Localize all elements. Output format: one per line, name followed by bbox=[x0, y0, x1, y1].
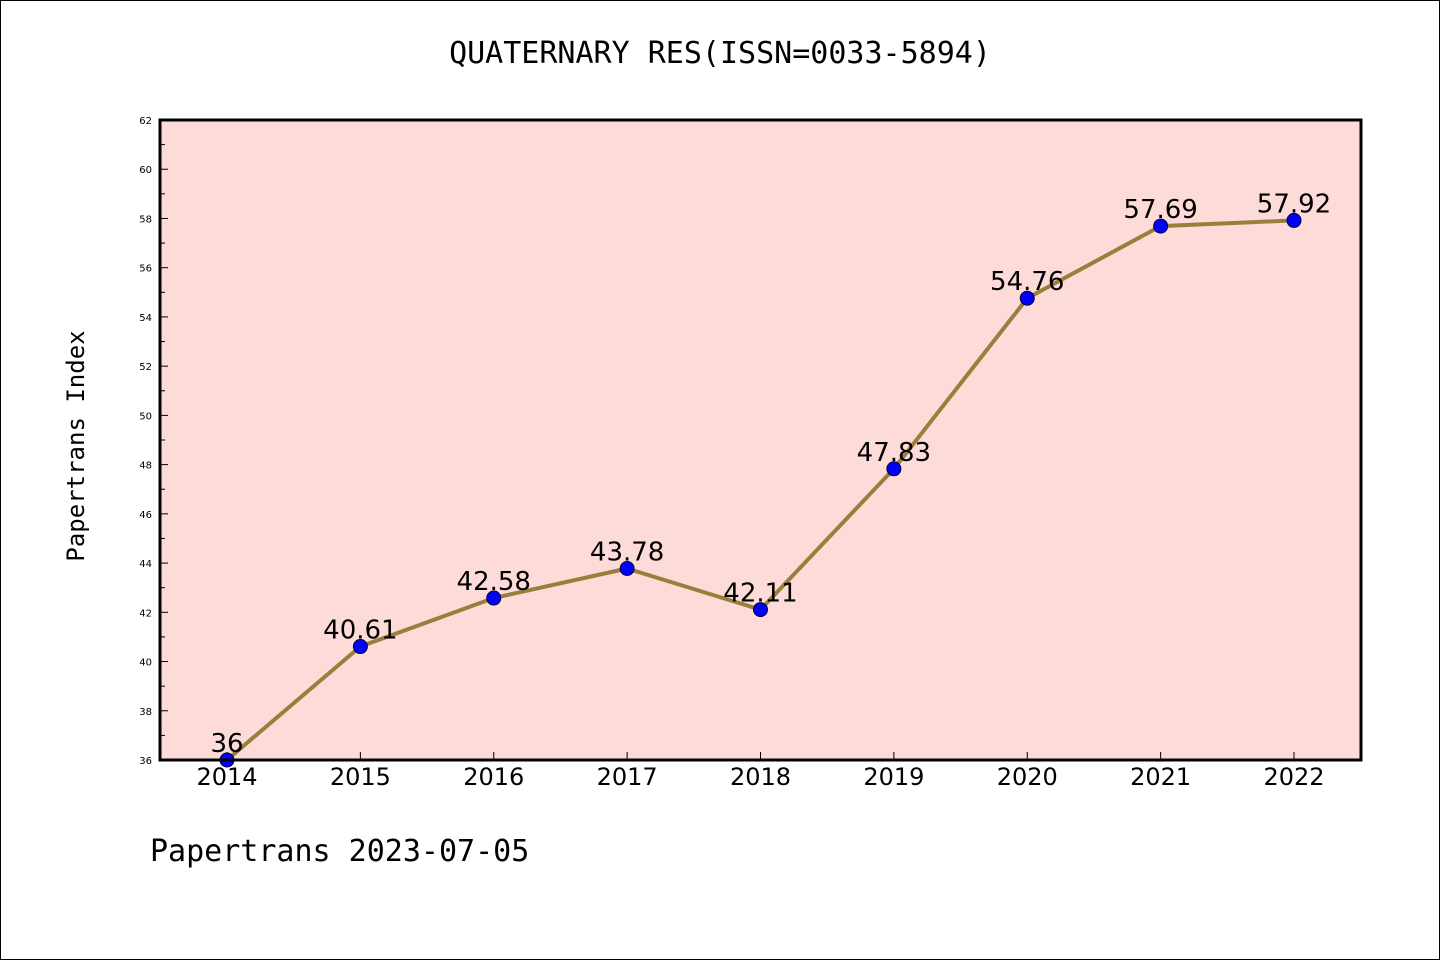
data-label: 42.58 bbox=[457, 567, 531, 597]
x-tick-label: 2017 bbox=[597, 763, 658, 791]
y-tick-label: 58 bbox=[139, 214, 152, 225]
x-tick-label: 2020 bbox=[997, 763, 1058, 791]
data-label: 36 bbox=[210, 729, 243, 759]
y-tick-label: 48 bbox=[139, 461, 152, 472]
data-point bbox=[1153, 218, 1169, 234]
footer-text: Papertrans 2023-07-05 bbox=[150, 834, 530, 869]
y-tick-label: 62 bbox=[139, 116, 152, 127]
data-markers bbox=[219, 212, 1302, 768]
data-label: 47.83 bbox=[857, 438, 931, 468]
x-tick-label: 2022 bbox=[1263, 763, 1324, 791]
data-label: 54.76 bbox=[990, 267, 1064, 297]
x-tick-label: 2019 bbox=[863, 763, 924, 791]
y-tick-label: 42 bbox=[139, 608, 152, 619]
data-point bbox=[1019, 290, 1035, 306]
x-axis-ticks: 2014 2015 2016 2017 2018 2019 2020 2021 2022 bbox=[196, 752, 1325, 791]
y-tick-label: 54 bbox=[139, 313, 152, 324]
y-tick-label: 52 bbox=[139, 362, 152, 373]
data-label: 42.11 bbox=[723, 579, 797, 609]
data-label: 57.69 bbox=[1123, 195, 1197, 225]
data-point bbox=[753, 602, 768, 618]
y-tick-label: 40 bbox=[139, 658, 152, 669]
y-tick-label: 38 bbox=[139, 707, 152, 718]
plot-border bbox=[158, 118, 1363, 762]
y-tick-label: 44 bbox=[139, 559, 152, 570]
chart-title: QUATERNARY RES(ISSN=0033-5894) bbox=[449, 36, 991, 71]
data-point bbox=[486, 590, 502, 606]
y-tick-label: 50 bbox=[139, 411, 152, 422]
y-tick-label: 36 bbox=[139, 756, 152, 767]
data-point bbox=[1286, 212, 1302, 228]
y-tick-label: 56 bbox=[139, 264, 152, 275]
data-point bbox=[352, 639, 368, 655]
y-tick-label: 46 bbox=[139, 510, 152, 521]
data-point bbox=[886, 461, 902, 477]
data-label: 40.61 bbox=[323, 616, 397, 646]
data-point bbox=[619, 560, 635, 576]
data-labels: 36 40.61 42.58 43.78 42.11 47.83 54.76 57.69 57.… bbox=[210, 189, 1331, 759]
x-tick-label: 2014 bbox=[196, 763, 257, 791]
data-label: 43.78 bbox=[590, 537, 664, 567]
x-tick-label: 2015 bbox=[330, 763, 391, 791]
x-tick-label: 2018 bbox=[730, 763, 791, 791]
x-tick-label: 2016 bbox=[463, 763, 524, 791]
data-label: 57.92 bbox=[1257, 189, 1331, 219]
y-tick-label: 60 bbox=[139, 165, 152, 176]
x-tick-label: 2021 bbox=[1130, 763, 1191, 791]
